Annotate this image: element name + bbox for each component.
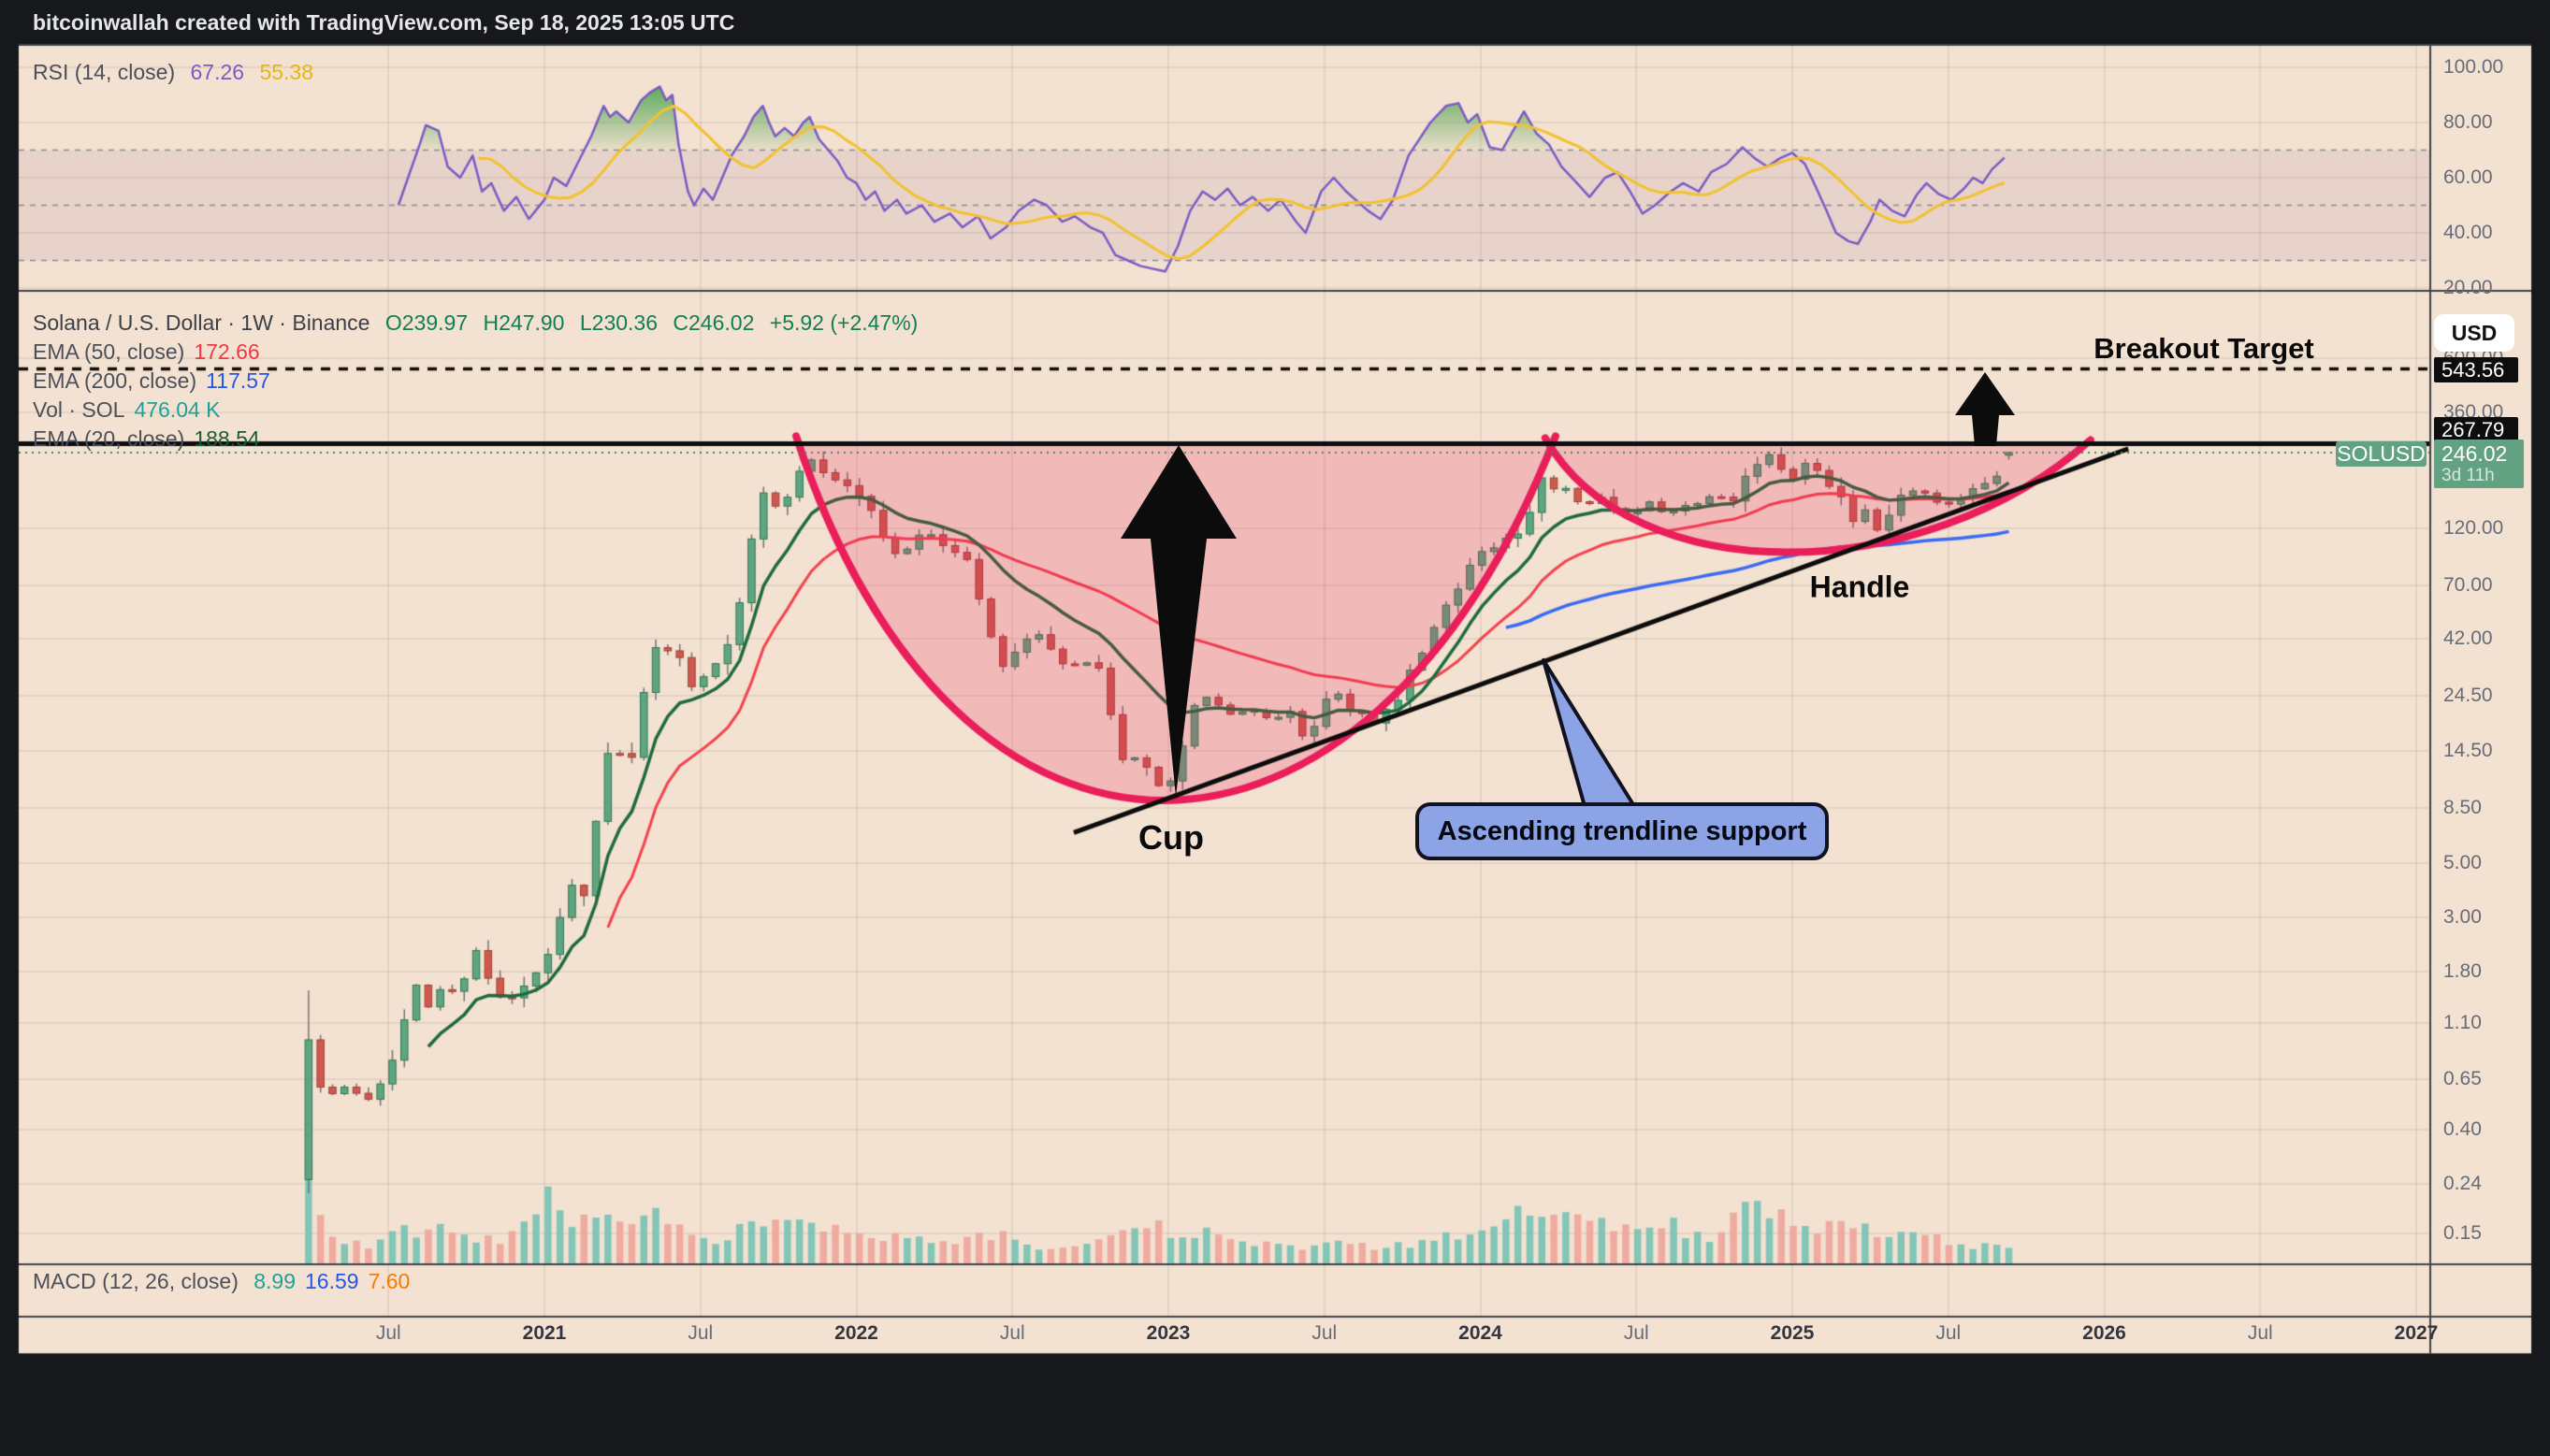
time-axis-tick: 2027 xyxy=(2394,1322,2439,1344)
price-scale-tick: 1.10 xyxy=(2443,1012,2482,1034)
time-axis-tick: Jul xyxy=(1311,1322,1338,1344)
price-scale-tick: 0.24 xyxy=(2443,1172,2482,1194)
attribution-bar: bitcoinwallah created with TradingView.c… xyxy=(33,10,735,35)
time-axis-tick: 2022 xyxy=(834,1322,878,1344)
last-price-value: 246.02 xyxy=(2441,441,2508,466)
price-scale-tick: 0.65 xyxy=(2443,1067,2482,1089)
breakout-target-price-label: 543.56 xyxy=(2434,357,2518,382)
price-scale-tick: 120.00 xyxy=(2443,516,2504,539)
time-axis-tick: Jul xyxy=(1935,1322,1962,1344)
price-scale-tick: 42.00 xyxy=(2443,627,2493,650)
price-scale-tick: 8.50 xyxy=(2443,796,2482,818)
macd-legend[interactable]: MACD (12, 26, close) 8.99 16.59 7.60 xyxy=(33,1269,428,1294)
cup-text[interactable]: Cup xyxy=(1138,818,1204,857)
indicator-label: Vol · SOL xyxy=(33,397,125,422)
ohlc-open: O239.97 xyxy=(384,310,469,335)
rsi-ma-value: 55.38 xyxy=(259,60,314,84)
indicator-value: 117.57 xyxy=(206,368,270,393)
ohlc-low: L230.36 xyxy=(579,310,659,335)
last-price-label: 246.02 3d 11h xyxy=(2434,440,2524,488)
price-scale-tick: 0.15 xyxy=(2443,1221,2482,1244)
indicator-legend-row[interactable]: EMA (200, close) 117.57 xyxy=(33,368,280,394)
macd-value: 8.99 xyxy=(254,1269,297,1293)
indicator-value: 172.66 xyxy=(194,339,260,364)
rsi-scale-tick: 20.00 xyxy=(2443,277,2493,298)
ohlc-close: C246.02 xyxy=(673,310,755,335)
trendline-callout-text: Ascending trendline support xyxy=(1437,815,1807,846)
indicator-label: EMA (20, close) xyxy=(33,426,185,451)
time-axis-tick: 2023 xyxy=(1146,1322,1191,1344)
rsi-value: 67.26 xyxy=(190,60,245,84)
rsi-legend-title: RSI (14, close) xyxy=(33,60,176,84)
price-scale-tick: 0.40 xyxy=(2443,1118,2482,1141)
macd-value: 16.59 xyxy=(305,1269,359,1293)
time-axis-tick: Jul xyxy=(2247,1322,2273,1344)
time-axis-tick: Jul xyxy=(688,1322,714,1344)
indicator-label: EMA (200, close) xyxy=(33,368,197,393)
symbol-title: Solana / U.S. Dollar · 1W · Binance xyxy=(33,310,370,335)
rsi-legend[interactable]: RSI (14, close) 67.26 55.38 xyxy=(33,60,323,85)
macd-value: 7.60 xyxy=(368,1269,411,1293)
time-axis-tick: 2026 xyxy=(2082,1322,2126,1344)
indicator-legend-row[interactable]: EMA (50, close) 172.66 xyxy=(33,339,269,365)
price-scale-tick: 1.80 xyxy=(2443,959,2482,982)
price-scale-tick: 5.00 xyxy=(2443,852,2482,874)
price-scale-tick: 14.50 xyxy=(2443,740,2493,762)
footer-bar: TradingView xyxy=(0,1354,2550,1456)
indicator-legend-row[interactable]: EMA (20, close) 188.54 xyxy=(33,426,269,452)
price-scale-tick: 3.00 xyxy=(2443,906,2482,929)
breakout-target-text[interactable]: Breakout Target xyxy=(2094,332,2314,365)
symbol-price-tag: SOLUSD xyxy=(2336,441,2427,467)
time-axis-tick: Jul xyxy=(1623,1322,1649,1344)
time-axis-tick: 2024 xyxy=(1458,1322,1502,1344)
resistance-price-label: 267.79 xyxy=(2434,417,2518,442)
time-axis-tick: 2021 xyxy=(522,1322,567,1344)
rsi-scale-tick: 80.00 xyxy=(2443,111,2493,133)
time-axis-tick: Jul xyxy=(999,1322,1025,1344)
symbol-legend-row[interactable]: Solana / U.S. Dollar · 1W · Binance O239… xyxy=(33,310,927,336)
trendline-callout[interactable]: Ascending trendline support xyxy=(1415,802,1829,860)
ohlc-change: +5.92 (+2.47%) xyxy=(769,310,919,335)
handle-text[interactable]: Handle xyxy=(1809,569,1910,604)
time-axis-tick: Jul xyxy=(375,1322,401,1344)
price-scale-tick: 70.00 xyxy=(2443,573,2493,596)
indicator-label: EMA (50, close) xyxy=(33,339,185,364)
currency-toggle-button[interactable]: USD xyxy=(2434,314,2514,352)
time-axis[interactable]: Jul 2021 Jul 2022 Jul 2023 Jul 2024 Jul 2025 Jul 20… xyxy=(0,1322,2550,1354)
indicator-legend-row[interactable]: Vol · SOL 476.04 K xyxy=(33,397,230,423)
rsi-scale-tick: 60.00 xyxy=(2443,166,2493,188)
indicator-value: 476.04 K xyxy=(134,397,221,422)
ohlc-high: H247.90 xyxy=(483,310,565,335)
time-axis-tick: 2025 xyxy=(1770,1322,1815,1344)
indicator-value: 188.54 xyxy=(194,426,260,451)
rsi-scale-tick: 100.00 xyxy=(2443,56,2504,78)
macd-legend-title: MACD (12, 26, close) xyxy=(33,1269,239,1293)
rsi-scale-tick: 40.00 xyxy=(2443,222,2493,243)
bar-countdown: 3d 11h xyxy=(2441,466,2495,485)
price-scale-tick: 24.50 xyxy=(2443,685,2493,707)
